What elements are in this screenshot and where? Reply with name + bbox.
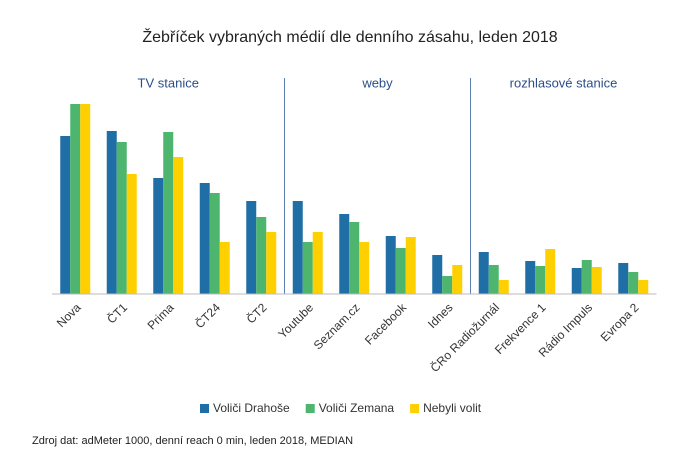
bar	[432, 255, 443, 294]
x-tick-label: Facebook	[362, 300, 410, 348]
x-tick-label: ČT2	[243, 300, 270, 327]
x-tick-label: Evropa 2	[598, 300, 642, 344]
bar	[498, 280, 509, 294]
group-label: TV stanice	[138, 75, 199, 90]
x-tick-label: ČT1	[103, 300, 130, 327]
bar	[525, 261, 536, 294]
bar	[312, 232, 323, 294]
group-label: weby	[361, 75, 393, 90]
bar	[339, 214, 350, 294]
bar	[591, 267, 602, 294]
bar	[116, 142, 127, 294]
bar	[478, 252, 489, 294]
bar	[126, 174, 137, 294]
bar	[246, 201, 257, 294]
bar	[106, 131, 117, 294]
x-tick-label: Youtube	[275, 300, 316, 341]
bar	[385, 236, 396, 294]
bar	[359, 242, 370, 294]
bar	[442, 276, 453, 294]
bar	[302, 242, 313, 294]
legend-label: Voliči Drahoše	[213, 401, 290, 415]
bar	[545, 249, 556, 294]
bar	[199, 183, 210, 294]
legend-swatch	[305, 404, 315, 413]
bar	[173, 157, 184, 294]
bar	[395, 248, 406, 294]
x-tick-label: Prima	[145, 300, 177, 332]
x-tick-label: ČT24	[192, 300, 224, 332]
source-note: Zdroj dat: adMeter 1000, denní reach 0 m…	[32, 435, 353, 447]
bar	[638, 280, 649, 294]
bar	[153, 178, 164, 294]
bar	[70, 104, 81, 294]
bar	[571, 268, 582, 294]
bar	[163, 132, 174, 294]
legend-swatch	[200, 404, 209, 413]
legend-swatch	[410, 404, 420, 413]
legend-label: Voliči Zemana	[319, 401, 395, 415]
bar	[256, 217, 267, 294]
x-tick-label: Idnes	[425, 300, 456, 331]
bar	[60, 136, 71, 294]
legend-label: Nebyli volit	[423, 401, 482, 415]
group-label: rozhlasové stanice	[510, 75, 618, 90]
bar	[535, 266, 546, 294]
bar	[581, 260, 592, 294]
bar	[209, 193, 220, 294]
bar	[488, 265, 499, 294]
bar	[292, 201, 303, 294]
bar	[349, 222, 360, 294]
chart-title: Žebříček vybraných médií dle denního zás…	[142, 27, 557, 46]
bar	[628, 272, 639, 294]
bar	[266, 232, 277, 294]
x-tick-label: Nova	[54, 300, 84, 330]
x-tick-label: Seznam.cz	[311, 300, 363, 352]
bar	[405, 237, 416, 294]
bar	[80, 104, 91, 294]
bar	[219, 242, 230, 294]
bar	[452, 265, 463, 294]
bar	[618, 263, 629, 294]
